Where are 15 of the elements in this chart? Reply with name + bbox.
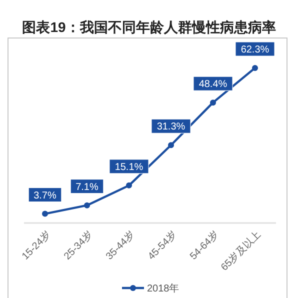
point <box>168 142 174 148</box>
data-label: 3.7% <box>34 190 57 202</box>
point <box>126 182 132 188</box>
point <box>84 202 90 208</box>
chart-title: 图表19：我国不同年龄人群慢性病患病率 <box>22 19 276 35</box>
x-tick-label: 65岁及以上 <box>218 228 264 274</box>
data-label: 7.1% <box>76 182 99 193</box>
data-label: 48.4% <box>198 79 228 90</box>
data-label: 15.1% <box>114 162 144 173</box>
data-label: 62.3% <box>240 44 270 56</box>
point <box>210 100 216 106</box>
point <box>42 210 48 217</box>
point <box>252 65 258 71</box>
data-label: 31.3% <box>156 122 186 133</box>
legend-label: 2018年 <box>147 282 180 294</box>
